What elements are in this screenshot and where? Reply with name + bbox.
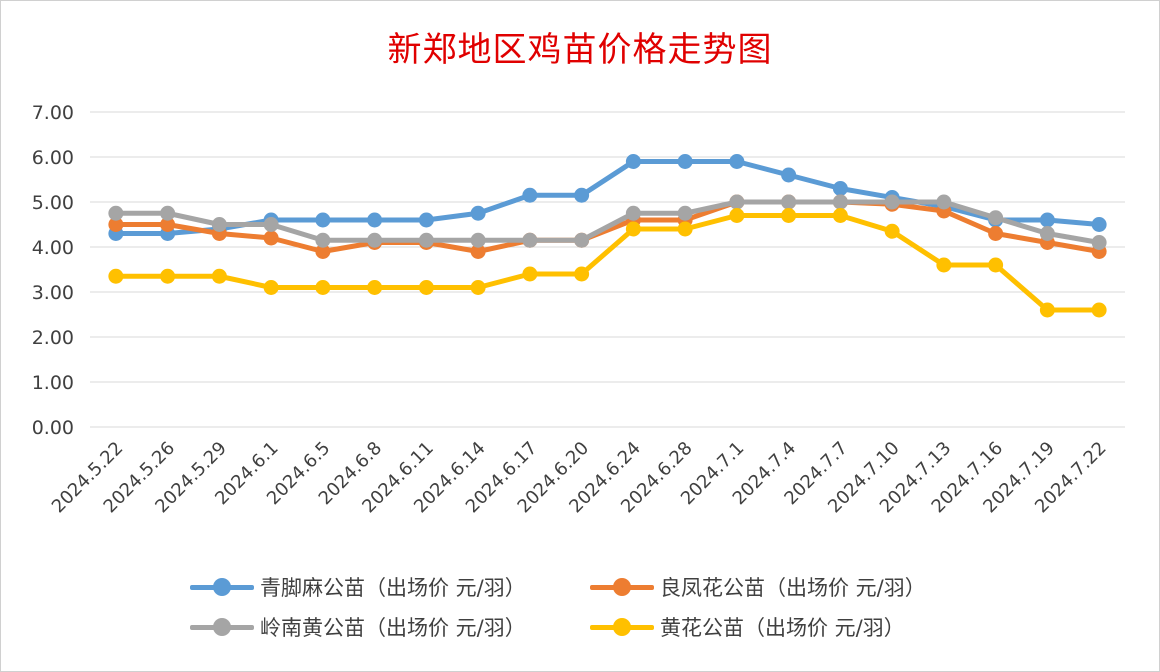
data-point	[936, 194, 952, 210]
y-tick-label: 7.00	[32, 102, 74, 124]
legend-marker	[590, 577, 654, 597]
data-point	[1091, 235, 1107, 250]
series-line	[113, 199, 1102, 254]
data-point	[522, 266, 538, 282]
data-point	[884, 194, 900, 210]
data-point	[1039, 226, 1055, 241]
data-point	[781, 208, 797, 223]
legend-marker	[190, 577, 254, 597]
data-point	[211, 268, 227, 284]
data-point	[625, 221, 641, 237]
data-point	[1039, 302, 1055, 318]
data-point	[367, 280, 383, 295]
series-line	[113, 199, 1102, 245]
data-point	[160, 268, 176, 284]
data-point	[1091, 217, 1107, 232]
data-point	[418, 280, 434, 295]
data-point	[677, 221, 693, 237]
data-point	[988, 226, 1004, 241]
data-point	[574, 232, 590, 248]
data-point	[574, 266, 590, 282]
data-point	[677, 205, 693, 221]
legend-marker	[190, 617, 254, 637]
data-point	[108, 268, 124, 284]
data-point	[1091, 302, 1107, 318]
data-point	[108, 205, 124, 221]
data-point	[160, 217, 176, 232]
data-point	[367, 212, 383, 228]
data-point	[574, 187, 590, 203]
legend-label: 岭南黄公苗（出场价 元/羽）	[260, 616, 526, 640]
series-line	[113, 213, 1102, 313]
data-point	[108, 217, 124, 232]
data-point	[470, 280, 486, 295]
y-tick-label: 0.00	[32, 417, 74, 439]
data-point	[470, 205, 486, 221]
data-point	[1039, 212, 1055, 228]
data-point	[160, 205, 176, 221]
data-point	[211, 217, 227, 232]
data-point	[470, 244, 486, 259]
data-point	[263, 280, 279, 295]
series-line	[113, 159, 1102, 236]
y-tick-label: 1.00	[32, 372, 74, 394]
data-point	[936, 257, 952, 273]
data-point	[832, 181, 848, 196]
data-point	[781, 194, 797, 210]
data-point	[315, 280, 331, 295]
legend-label: 黄花公苗（出场价 元/羽）	[660, 616, 905, 640]
data-point	[418, 212, 434, 228]
y-tick-label: 3.00	[32, 282, 74, 304]
y-tick-label: 4.00	[32, 237, 74, 259]
y-tick-label: 5.00	[32, 192, 74, 214]
data-point	[781, 167, 797, 183]
data-point	[677, 154, 693, 169]
data-point	[263, 217, 279, 232]
y-tick-label: 2.00	[32, 327, 74, 349]
legend-marker	[590, 617, 654, 637]
data-point	[729, 154, 745, 169]
data-point	[522, 187, 538, 203]
data-point	[367, 232, 383, 248]
legend-item: 岭南黄公苗（出场价 元/羽）	[190, 612, 526, 642]
chart-title: 新郑地区鸡苗价格走势图	[387, 30, 773, 70]
legend-item: 良凤花公苗（出场价 元/羽）	[590, 572, 926, 602]
legend-label: 青脚麻公苗（出场价 元/羽）	[260, 576, 526, 600]
data-point	[988, 210, 1004, 226]
data-point	[625, 154, 641, 169]
data-point	[729, 208, 745, 223]
data-point	[832, 208, 848, 223]
data-point	[470, 232, 486, 248]
data-point	[884, 223, 900, 239]
data-point	[988, 257, 1004, 273]
data-point	[263, 230, 279, 246]
data-point	[522, 232, 538, 248]
data-point	[418, 232, 434, 248]
data-point	[729, 194, 745, 210]
y-tick-label: 6.00	[32, 147, 74, 169]
legend-item: 青脚麻公苗（出场价 元/羽）	[190, 572, 526, 602]
legend-label: 良凤花公苗（出场价 元/羽）	[660, 576, 926, 600]
data-point	[315, 244, 331, 259]
data-point	[832, 194, 848, 210]
data-point	[625, 205, 641, 221]
data-point	[315, 212, 331, 228]
legend-item: 黄花公苗（出场价 元/羽）	[590, 612, 905, 642]
data-point	[315, 232, 331, 248]
